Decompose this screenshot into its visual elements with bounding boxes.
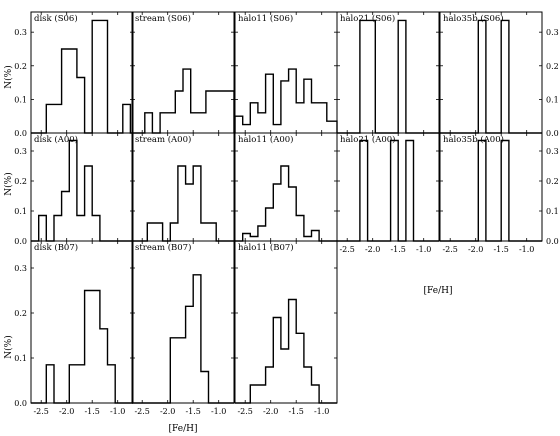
histogram-series — [235, 165, 337, 242]
panel-title: halo11 (B07) — [238, 242, 294, 253]
y-tick-label: 0.0 — [14, 399, 27, 408]
histogram-series — [235, 298, 337, 404]
histogram-series — [234, 68, 338, 133]
panel-title: disk (A00) — [34, 134, 78, 145]
histogram-series — [440, 19, 542, 134]
x-tick-label: -1.0 — [519, 245, 534, 254]
x-tick-label: -1.0 — [314, 407, 329, 416]
x-tick-label: -2.5 — [33, 407, 48, 416]
x-axis-label-left: [Fe/H] — [169, 424, 198, 434]
x-tick-label: -1.5 — [390, 245, 405, 254]
y-tick-label: 0.2 — [14, 309, 27, 318]
x-tick-label: -2.0 — [263, 407, 278, 416]
y-tick-label-right: 0.3 — [546, 28, 559, 37]
x-tick-label: -1.0 — [416, 245, 431, 254]
panel-frame — [30, 240, 134, 404]
panel-frame — [234, 240, 338, 404]
panel-0: disk (S06) 0.0 0.1 0.2 0.3 — [14, 11, 134, 138]
y-tick-label: 0.3 — [14, 264, 27, 273]
histogram-series — [337, 19, 439, 134]
y-tick-label-right: 0.3 — [546, 147, 559, 156]
panel-11: stream (B07) -2.5 -2.0 -1.5 -1.0 — [131, 240, 235, 416]
x-tick-label: -1.0 — [211, 407, 226, 416]
y-tick-label: 0.0 — [14, 237, 27, 246]
histogram-series — [132, 165, 234, 242]
y-tick-label: 0.3 — [14, 28, 27, 37]
panel-frame — [439, 11, 543, 134]
panel-title: stream (S06) — [135, 13, 191, 24]
y-tick-label-right: 0.1 — [546, 95, 559, 104]
panel-6: stream (A00) — [131, 132, 235, 242]
y-tick-label: 0.1 — [14, 354, 27, 363]
y-tick-label-right: 0.0 — [546, 237, 559, 246]
panel-frame — [234, 132, 338, 242]
histogram-series — [132, 274, 234, 404]
y-tick-label: 0.0 — [14, 129, 27, 138]
x-tick-label: -2.5 — [442, 245, 457, 254]
panel-frame — [336, 11, 440, 134]
panel-frame — [336, 132, 440, 242]
histogram-series — [440, 139, 542, 242]
panel-1: stream (S06) — [131, 11, 235, 134]
x-tick-label: -1.5 — [84, 407, 99, 416]
panels: disk (S06) 0.0 0.1 0.2 0.3 stream (S06) halo11… — [14, 11, 559, 416]
histogram-series — [31, 139, 133, 242]
histogram-series — [132, 68, 235, 134]
panel-5: disk (A00) 0.0 0.1 0.2 0.3 — [14, 132, 134, 246]
histogram-series — [31, 19, 133, 134]
panel-frame — [439, 132, 543, 242]
y-tick-label: 0.3 — [14, 147, 27, 156]
x-tick-label: -1.0 — [110, 407, 125, 416]
panel-7: halo11 (A00) — [234, 132, 338, 242]
panel-title: disk (B07) — [34, 242, 78, 253]
histogram-series — [337, 139, 439, 242]
panel-title: stream (B07) — [135, 242, 191, 253]
panel-8: halo21 (A00) -2.5 -2.0 -1.5 -1.0 — [336, 132, 440, 254]
panel-10: disk (B07) 0.0 0.1 0.2 0.3 -2.5 -2.0 -1.5 -1.0 — [14, 240, 134, 416]
y-tick-label-right: 0.0 — [546, 129, 559, 138]
x-tick-label: -2.0 — [160, 407, 175, 416]
panel-title: halo35b (S06) — [443, 13, 504, 24]
y-tick-label-right: 0.2 — [546, 62, 559, 71]
x-tick-label: -2.0 — [365, 245, 380, 254]
x-tick-label: -2.5 — [237, 407, 252, 416]
panel-title: disk (S06) — [34, 13, 78, 24]
x-tick-label: -2.5 — [134, 407, 149, 416]
panel-4: halo35b (S06) 0.0 0.1 0.2 0.3 — [439, 11, 559, 138]
y-axis-label-row-2: N(%) — [3, 172, 14, 195]
panel-9: halo35b (A00) 0.0 0.1 0.2 0.3 -2.5 -2.0 -1.5 -1.… — [439, 132, 559, 254]
panel-title: stream (A00) — [135, 134, 191, 145]
x-tick-label: -1.5 — [493, 245, 508, 254]
x-axis-label-right: [Fe/H] — [424, 286, 453, 296]
panel-3: halo21 (S06) — [336, 11, 440, 134]
panel-frame — [131, 240, 235, 404]
y-tick-label-right: 0.2 — [546, 177, 559, 186]
y-tick-label: 0.2 — [14, 62, 27, 71]
y-axis-label-row-1: N(%) — [3, 65, 14, 88]
panel-title: halo21 (S06) — [340, 13, 395, 24]
y-tick-label: 0.1 — [14, 95, 27, 104]
y-axis-label-row-3: N(%) — [3, 335, 14, 358]
panel-title: halo11 (A00) — [238, 134, 293, 145]
x-tick-label: -1.5 — [185, 407, 200, 416]
y-tick-label-right: 0.1 — [546, 207, 559, 216]
panel-title: halo11 (S06) — [238, 13, 293, 24]
panel-title: halo35b (A00) — [443, 134, 504, 145]
histogram-series — [31, 289, 133, 404]
y-tick-label: 0.1 — [14, 207, 27, 216]
panel-2: halo11 (S06) — [234, 11, 338, 134]
panel-title: halo21 (A00) — [340, 134, 395, 145]
panel-12: halo11 (B07) -2.5 -2.0 -1.5 -1.0 — [234, 240, 338, 416]
x-tick-label: -2.5 — [339, 245, 354, 254]
y-tick-label: 0.2 — [14, 177, 27, 186]
x-tick-label: -2.0 — [468, 245, 483, 254]
x-tick-label: -1.5 — [288, 407, 303, 416]
x-tick-label: -2.0 — [59, 407, 74, 416]
